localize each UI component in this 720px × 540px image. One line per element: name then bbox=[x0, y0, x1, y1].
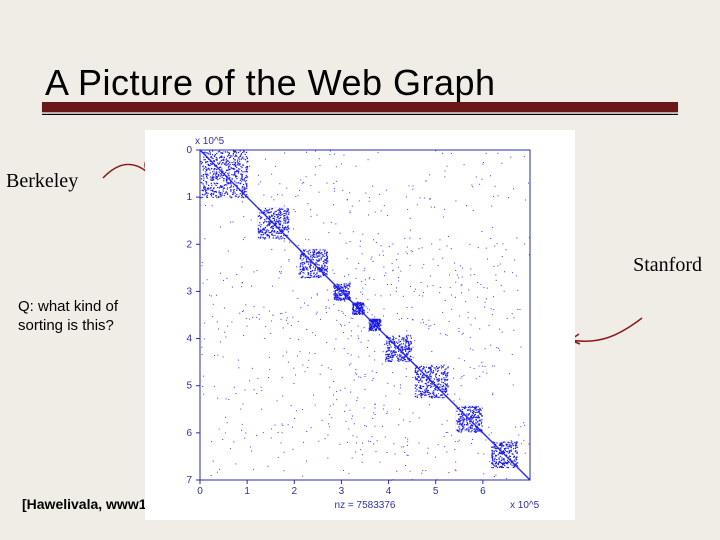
slide-title: A Picture of the Web Graph bbox=[45, 62, 496, 104]
svg-text:7: 7 bbox=[186, 475, 192, 486]
citation: [Hawelivala, www12] bbox=[22, 496, 159, 512]
svg-text:3: 3 bbox=[186, 286, 192, 297]
question-text: Q: what kind of sorting is this? bbox=[18, 298, 118, 336]
webgraph-chart: 0 1 2 3 4 5 6 0 1 2 3 4 5 6 7 x 10^5 x 10^5 nz = 7583376 bbox=[145, 130, 575, 520]
question-line1: Q: what kind of bbox=[18, 298, 118, 315]
svg-text:0: 0 bbox=[186, 145, 192, 156]
svg-text:6: 6 bbox=[186, 428, 192, 439]
svg-text:4: 4 bbox=[186, 334, 192, 345]
title-rule bbox=[42, 102, 678, 116]
svg-text:3: 3 bbox=[339, 486, 345, 497]
svg-text:2: 2 bbox=[186, 239, 192, 250]
chart-svg: 0 1 2 3 4 5 6 0 1 2 3 4 5 6 7 x 10^5 x 10^5 nz = 7583376 bbox=[145, 130, 575, 520]
svg-text:2: 2 bbox=[292, 486, 298, 497]
svg-text:x 10^5: x 10^5 bbox=[510, 500, 540, 511]
svg-text:5: 5 bbox=[433, 486, 439, 497]
label-berkeley: Berkeley bbox=[6, 170, 78, 193]
svg-text:5: 5 bbox=[186, 381, 192, 392]
question-line2: sorting is this? bbox=[18, 317, 114, 334]
svg-text:nz = 7583376: nz = 7583376 bbox=[335, 500, 396, 511]
svg-text:6: 6 bbox=[480, 486, 486, 497]
svg-text:1: 1 bbox=[186, 192, 192, 203]
svg-text:0: 0 bbox=[197, 486, 203, 497]
svg-text:1: 1 bbox=[244, 486, 250, 497]
label-stanford: Stanford bbox=[633, 254, 702, 277]
svg-text:4: 4 bbox=[386, 486, 392, 497]
svg-text:x 10^5: x 10^5 bbox=[195, 136, 225, 147]
